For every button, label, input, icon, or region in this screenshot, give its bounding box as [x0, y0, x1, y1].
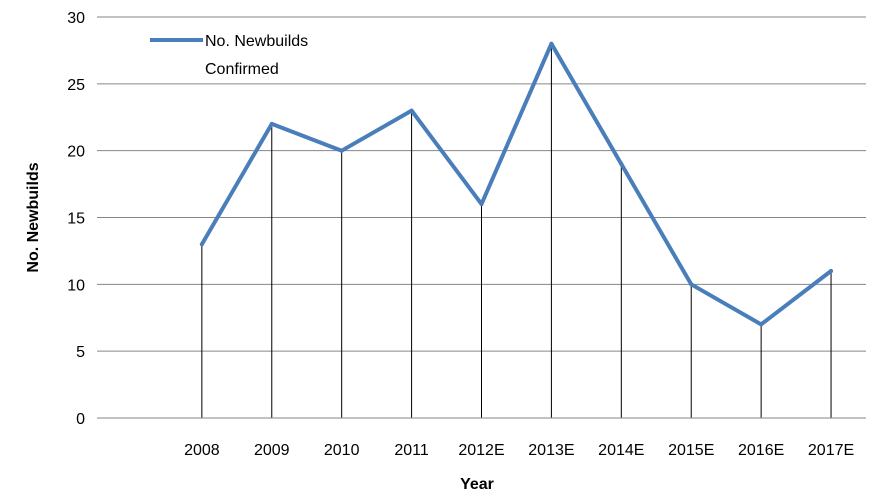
data-point [409, 108, 414, 113]
x-tick-label: 2016E [738, 442, 784, 459]
x-tick-label: 2015E [668, 442, 714, 459]
x-tick-label: 2009 [254, 442, 290, 459]
x-tick-labels: 2008 2009 2010 2011 2012E 2013E 2014E 2015E 2016… [184, 442, 854, 459]
data-point [689, 282, 694, 287]
data-point [269, 121, 274, 126]
x-tick-label: 2012E [458, 442, 504, 459]
legend: No. Newbuilds Confirmed [150, 33, 308, 78]
data-point [199, 242, 204, 247]
y-axis-title: No. Newbuilds [25, 162, 42, 272]
y-tick-label: 5 [76, 344, 85, 361]
data-point [829, 268, 834, 273]
x-tick-label: 2010 [324, 442, 360, 459]
x-tick-label: 2013E [528, 442, 574, 459]
data-point [479, 202, 484, 207]
x-axis-title: Year [460, 476, 494, 493]
y-tick-labels: 0 5 10 15 20 25 30 [67, 10, 85, 428]
legend-label-line-1: No. Newbuilds [205, 33, 308, 50]
legend-label-line-2: Confirmed [205, 61, 279, 78]
data-point [759, 322, 764, 327]
y-tick-label: 30 [67, 10, 85, 27]
x-tick-label: 2008 [184, 442, 220, 459]
drop-lines [201, 43, 832, 418]
series-group [199, 41, 834, 327]
y-tick-label: 0 [76, 411, 85, 428]
data-point [619, 162, 624, 167]
y-tick-label: 10 [67, 277, 85, 294]
y-tick-label: 15 [67, 211, 85, 228]
data-point [339, 148, 344, 153]
x-tick-label: 2014E [598, 442, 644, 459]
x-tick-label: 2017E [808, 442, 854, 459]
data-point [549, 41, 554, 46]
y-tick-label: 20 [67, 144, 85, 161]
series-line [199, 41, 833, 327]
y-tick-label: 25 [67, 77, 85, 94]
x-tick-label: 2011 [394, 442, 429, 459]
